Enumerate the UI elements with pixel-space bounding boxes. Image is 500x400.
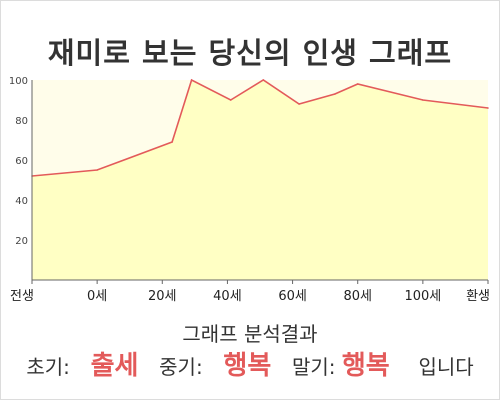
data-point [487, 107, 489, 109]
y-tick-label: 20 [15, 236, 28, 247]
x-tick-label: 60세 [278, 289, 307, 304]
result-heading: 그래프 분석결과 [182, 322, 318, 346]
x-tick-label: 환생 [466, 289, 490, 304]
data-point [422, 99, 424, 101]
x-tick-label: 0세 [87, 289, 107, 304]
area-fill [32, 80, 488, 280]
data-point [298, 103, 300, 105]
data-point [334, 93, 336, 95]
data-point [229, 99, 232, 101]
y-tick-label: 60 [15, 156, 28, 167]
x-tick-label: 전생 [10, 289, 34, 304]
y-tick-label: 100 [9, 76, 28, 87]
data-point [190, 79, 193, 81]
x-tick-label: 100세 [404, 289, 441, 304]
middle-label: 중기: [159, 355, 203, 379]
ending-text: 입니다 [418, 355, 474, 379]
early-label: 초기: [26, 355, 70, 379]
result-summary: 초기: 출세 중기: 행복 말기: 행복 입니다 [0, 345, 500, 382]
late-label: 말기: [291, 355, 336, 379]
data-point [356, 83, 359, 85]
y-tick-label: 80 [15, 116, 28, 127]
data-point [262, 79, 265, 81]
middle-value: 행복 [223, 351, 272, 381]
late-value: 행복 [341, 351, 390, 381]
early-value: 출세 [90, 351, 139, 381]
x-tick-label: 80세 [343, 289, 372, 304]
x-tick-label: 20세 [148, 289, 177, 304]
data-point [171, 141, 173, 143]
x-tick-label: 40세 [213, 289, 242, 304]
y-tick-label: 40 [15, 196, 28, 207]
chart-title: 재미로 보는 당신의 인생 그래프 [47, 36, 453, 70]
data-point [96, 169, 98, 171]
